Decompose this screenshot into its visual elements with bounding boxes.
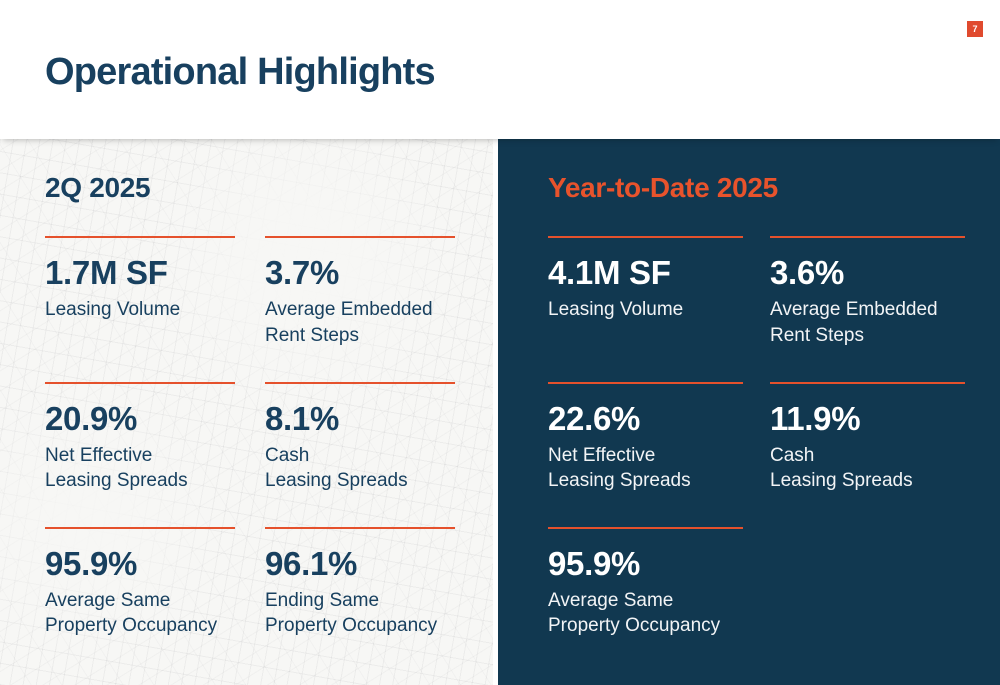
panel-heading-2q-2025: 2Q 2025 <box>45 172 151 203</box>
stat-net-effective-leasing-spreads: 22.6% Net Effective Leasing Spreads <box>548 381 770 493</box>
stat-value: 95.9% <box>548 545 641 583</box>
stat-label: Average Same Property Occupancy <box>548 590 721 637</box>
stat-value: 20.9% <box>45 399 138 437</box>
stat-divider <box>45 236 235 239</box>
stat-label: Average Embedded Rent Steps <box>265 299 433 346</box>
stat-divider <box>548 381 743 384</box>
panel-2q-2025: 2Q 2025 1.7M SF Leasing Volume 3.7% Aver… <box>0 139 493 685</box>
stat-ending-same-property-occupancy: 96.1% Ending Same Property Occupancy <box>265 527 485 638</box>
slide-header: Operational Highlights 7 <box>0 0 1000 139</box>
stat-avg-same-property-occupancy: 95.9% Average Same Property Occupancy <box>548 527 770 638</box>
stat-value: 22.6% <box>548 399 641 437</box>
stat-divider <box>45 527 235 530</box>
stat-cash-leasing-spreads: 8.1% Cash Leasing Spreads <box>265 381 485 493</box>
stat-divider <box>265 236 455 239</box>
stat-cash-leasing-spreads: 11.9% Cash Leasing Spreads <box>770 381 992 493</box>
stat-label: Cash Leasing Spreads <box>265 444 408 492</box>
stat-avg-embedded-rent-steps: 3.6% Average Embedded Rent Steps <box>770 236 992 347</box>
panels-row: 2Q 2025 1.7M SF Leasing Volume 3.7% Aver… <box>0 139 1000 685</box>
stat-divider <box>265 527 455 530</box>
stat-label: Net Effective Leasing Spreads <box>548 444 691 492</box>
stat-value: 4.1M SF <box>548 254 671 292</box>
stat-value: 8.1% <box>265 399 340 437</box>
stat-value: 3.7% <box>265 254 340 292</box>
stats-grid-2q: 1.7M SF Leasing Volume 3.7% Average Embe… <box>45 236 493 638</box>
stat-value: 3.6% <box>770 254 845 292</box>
stat-net-effective-leasing-spreads: 20.9% Net Effective Leasing Spreads <box>45 381 265 493</box>
panel-ytd-2025: Year-to-Date 2025 4.1M SF Leasing Volume… <box>498 139 1000 685</box>
stat-label: Cash Leasing Spreads <box>770 444 913 492</box>
stats-grid-ytd: 4.1M SF Leasing Volume 3.6% Average Embe… <box>548 236 1000 638</box>
stat-divider <box>548 527 743 530</box>
panel-heading-ytd-2025: Year-to-Date 2025 <box>548 172 778 203</box>
stat-leasing-volume: 1.7M SF Leasing Volume <box>45 236 265 347</box>
stat-leasing-volume: 4.1M SF Leasing Volume <box>548 236 770 347</box>
stat-label: Leasing Volume <box>548 299 684 321</box>
stat-divider <box>770 236 965 239</box>
page-number-badge: 7 <box>967 21 983 37</box>
stat-value: 96.1% <box>265 545 358 583</box>
stat-avg-same-property-occupancy: 95.9% Average Same Property Occupancy <box>45 527 265 638</box>
stat-label: Ending Same Property Occupancy <box>265 590 438 637</box>
stat-label: Average Embedded Rent Steps <box>770 299 938 346</box>
stat-divider <box>265 381 455 384</box>
page-title: Operational Highlights <box>45 51 436 93</box>
stat-value: 95.9% <box>45 545 138 583</box>
stat-label: Net Effective Leasing Spreads <box>45 444 188 492</box>
stat-divider <box>770 381 965 384</box>
stat-label: Average Same Property Occupancy <box>45 590 218 637</box>
stat-divider <box>45 381 235 384</box>
stat-divider <box>548 236 743 239</box>
stat-label: Leasing Volume <box>45 299 181 321</box>
stat-avg-embedded-rent-steps: 3.7% Average Embedded Rent Steps <box>265 236 485 347</box>
stat-value: 11.9% <box>770 399 861 437</box>
stat-value: 1.7M SF <box>45 254 168 292</box>
